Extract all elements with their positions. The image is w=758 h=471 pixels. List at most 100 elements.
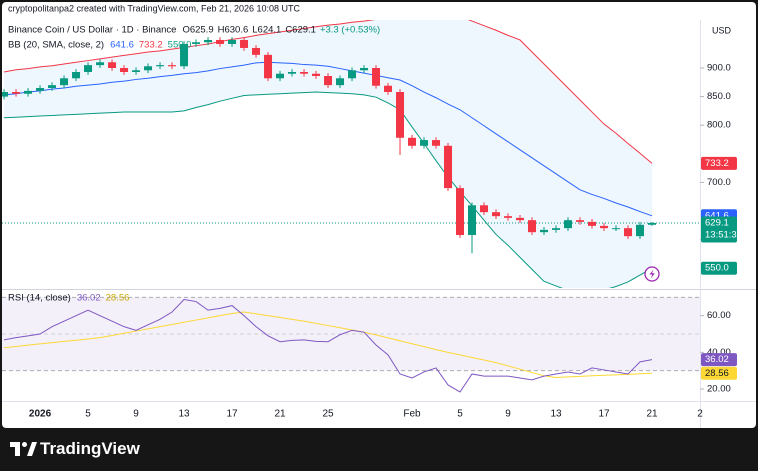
candle-body <box>60 78 69 86</box>
rsi-pane <box>2 296 700 393</box>
indicator-name: BB (20, SMA, close, 2) <box>8 40 104 51</box>
candle-body <box>624 228 633 237</box>
last-price-tag: 629.1 <box>705 217 729 228</box>
candle-body <box>420 140 429 146</box>
x-tick-label: 5 <box>457 409 463 420</box>
candle-body <box>504 216 513 218</box>
candle-body <box>108 62 117 68</box>
chart-title: Binance Coin / US Dollar · 1D · Binance <box>8 25 176 36</box>
ohlc-value: +3.3 (+0.53%) <box>320 25 380 36</box>
candle-body <box>576 220 585 222</box>
candle-body <box>552 228 561 230</box>
x-tick-label: 17 <box>598 409 610 420</box>
x-tick-label: 13 <box>550 409 562 420</box>
candle-body <box>324 76 333 86</box>
candle-body <box>468 205 477 236</box>
bollinger-lower <box>4 91 653 288</box>
candle-body <box>384 85 393 93</box>
candle-body <box>300 71 309 74</box>
band-fill <box>4 20 653 288</box>
overlay: cryptopolitanpa2 created with TradingVie… <box>8 3 742 419</box>
candle-body <box>48 85 57 89</box>
rsi-y-tick-label: 40.00 <box>707 347 731 358</box>
candle-body <box>216 39 225 44</box>
upper-tag-box <box>701 156 737 170</box>
candle-body <box>396 92 405 138</box>
candle-body <box>360 67 369 71</box>
candle-body <box>408 137 417 146</box>
candle-body <box>336 78 345 86</box>
indicator-name: RSI (14, close) <box>8 293 71 304</box>
rsi-line <box>3 298 653 393</box>
candle-body <box>72 71 81 79</box>
candle-body <box>492 212 501 217</box>
candle-body <box>648 222 657 225</box>
candle-body <box>120 67 129 72</box>
y-tick-label: 900.0 <box>707 63 731 74</box>
candle-body <box>444 145 453 189</box>
candle-body <box>288 71 297 74</box>
candle-body <box>180 43 189 67</box>
x-tick-label: Feb <box>403 409 421 420</box>
brand-name: TradingView <box>40 439 141 458</box>
candle-body <box>264 54 273 79</box>
attribution: cryptopolitanpa2 created with TradingVie… <box>8 3 301 13</box>
legend-value: 641.6 <box>110 40 134 51</box>
candle-body <box>36 88 45 91</box>
logo-slash <box>27 442 37 456</box>
rsi-band-fill <box>2 297 700 371</box>
candle-body <box>12 92 21 94</box>
legend-value: 733.2 <box>139 40 163 51</box>
candle-body <box>312 73 321 77</box>
candle-body <box>528 220 537 233</box>
candle-body <box>132 70 141 72</box>
candle-body <box>84 65 93 72</box>
x-tick-label: 25 <box>322 409 334 420</box>
candle-body <box>276 73 285 79</box>
x-tick-label: 13 <box>178 409 190 420</box>
candle-body <box>192 42 201 44</box>
candle-body <box>2 92 9 97</box>
ohlc-value: H630.6 <box>218 25 249 36</box>
candle-body <box>228 39 237 44</box>
candle-body <box>480 205 489 213</box>
candle-body <box>24 90 33 94</box>
last-price-tag-box <box>701 216 737 243</box>
rsi-y-tick-label: 20.00 <box>707 384 731 395</box>
basis-tag: 641.6 <box>705 210 729 221</box>
x-tick-label: 2 <box>697 409 703 420</box>
candle-body <box>540 229 549 233</box>
x-tick-label: 5 <box>85 409 91 420</box>
rsi-tag: 36.02 <box>705 354 729 365</box>
y-tick-label: 700.0 <box>707 177 731 188</box>
ohlc-value: C629.1 <box>285 25 316 36</box>
rsi-ma-tag: 28.56 <box>705 368 729 379</box>
candle-body <box>96 62 105 66</box>
candle-body <box>144 66 153 71</box>
candle-body <box>372 67 381 86</box>
currency-label: USD <box>712 25 732 35</box>
ohlc-value: O625.9 <box>182 25 213 36</box>
x-tick-label: 9 <box>505 409 511 420</box>
lower-tag: 550.0 <box>705 263 729 274</box>
candle-body <box>252 47 261 55</box>
candle-body <box>636 224 645 237</box>
candle-body <box>348 70 357 79</box>
logo-dot <box>22 442 27 447</box>
ohlc-value: L624.1 <box>252 25 281 36</box>
x-tick-label: 9 <box>133 409 139 420</box>
x-tick-label: 21 <box>274 409 286 420</box>
x-tick-label: 21 <box>646 409 658 420</box>
alert-bolt <box>649 269 655 279</box>
brand-logo: TradingView <box>10 439 141 458</box>
y-tick-label: 800.0 <box>707 120 731 131</box>
bollinger-upper <box>3 20 653 164</box>
candle-body <box>612 228 621 230</box>
last-price-tag-extra: 13:51:34 <box>705 229 742 240</box>
rsi-tag-box <box>701 353 737 367</box>
candle-body <box>600 225 609 229</box>
rsi-ma-tag-box <box>701 366 737 380</box>
candle-body <box>564 220 573 229</box>
logo-mark <box>10 442 20 456</box>
